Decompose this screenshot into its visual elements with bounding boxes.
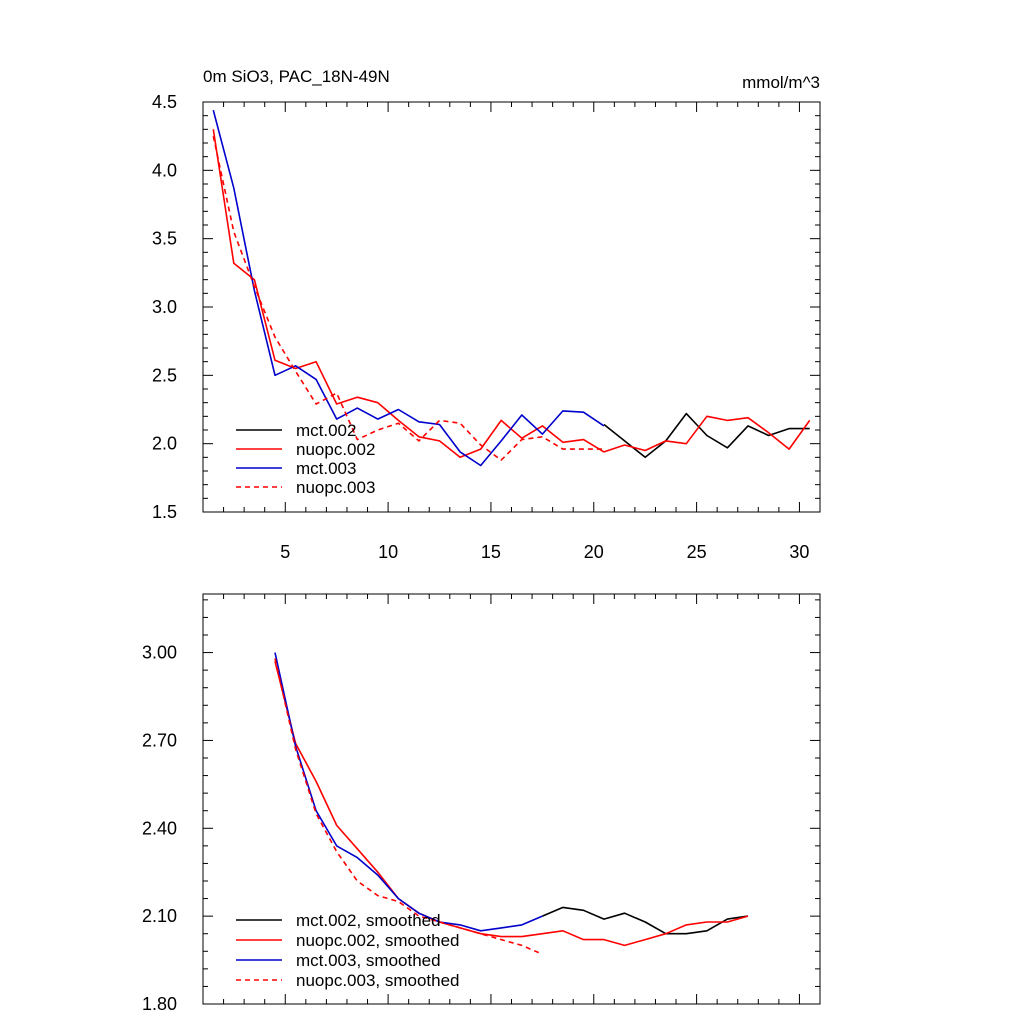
legend-label: nuopc.002 <box>296 440 375 459</box>
y-tick-label: 2.0 <box>152 434 177 454</box>
y-tick-label: 4.0 <box>152 160 177 180</box>
chart-units: mmol/m^3 <box>742 73 820 92</box>
x-tick-label: 5 <box>280 542 290 562</box>
y-tick-label: 3.0 <box>152 297 177 317</box>
y-tick-label: 3.5 <box>152 229 177 249</box>
y-tick-label: 3.00 <box>142 643 177 663</box>
series-bottom <box>274 652 749 955</box>
y-tick-label: 4.5 <box>152 92 177 112</box>
x-tick-label: 30 <box>789 542 809 562</box>
y-tick-label: 1.80 <box>142 994 177 1014</box>
y-tick-label: 2.70 <box>142 730 177 750</box>
legend-label: mct.003 <box>296 459 356 478</box>
legend-label: nuopc.003, smoothed <box>296 971 460 990</box>
x-tick-label: 25 <box>687 542 707 562</box>
legend-label: mct.002 <box>296 421 356 440</box>
x-tick-label: 15 <box>481 542 501 562</box>
series-line-3 <box>212 136 604 461</box>
chart-title: 0m SiO3, PAC_18N-49N <box>203 67 390 86</box>
x-tick-label: 20 <box>584 542 604 562</box>
y-tick-label: 2.5 <box>152 365 177 385</box>
series-line-1 <box>212 129 811 459</box>
series-top <box>212 109 811 467</box>
series-line-0 <box>603 412 810 459</box>
series-line-2 <box>212 109 605 467</box>
legend-label: mct.003, smoothed <box>296 951 441 970</box>
series-line-2 <box>274 652 543 932</box>
series-line-3 <box>274 658 543 955</box>
series-line-1 <box>274 661 749 947</box>
legend-label: nuopc.003 <box>296 478 375 497</box>
axes-top: 5 10 15 20 25 30 1.5 2.0 2.5 3.0 3.5 4.0 4.5 <box>152 92 821 562</box>
axes-bottom: 1.80 2.10 2.40 2.70 3.00 <box>142 594 821 1014</box>
x-tick-label: 10 <box>378 542 398 562</box>
y-tick-label: 1.5 <box>152 502 177 522</box>
chart-top: 0m SiO3, PAC_18N-49N mmol/m^3 5 10 15 20 25 3… <box>152 67 821 562</box>
legend-label: mct.002, smoothed <box>296 911 441 930</box>
y-tick-label: 2.10 <box>142 906 177 926</box>
chart-bottom: 1.802.102.402.703.00 mct.002, smoothednu… <box>142 593 821 1014</box>
y-tick-label: 2.40 <box>142 818 177 838</box>
series-line-0 <box>542 906 749 935</box>
legend-label: nuopc.002, smoothed <box>296 931 460 950</box>
